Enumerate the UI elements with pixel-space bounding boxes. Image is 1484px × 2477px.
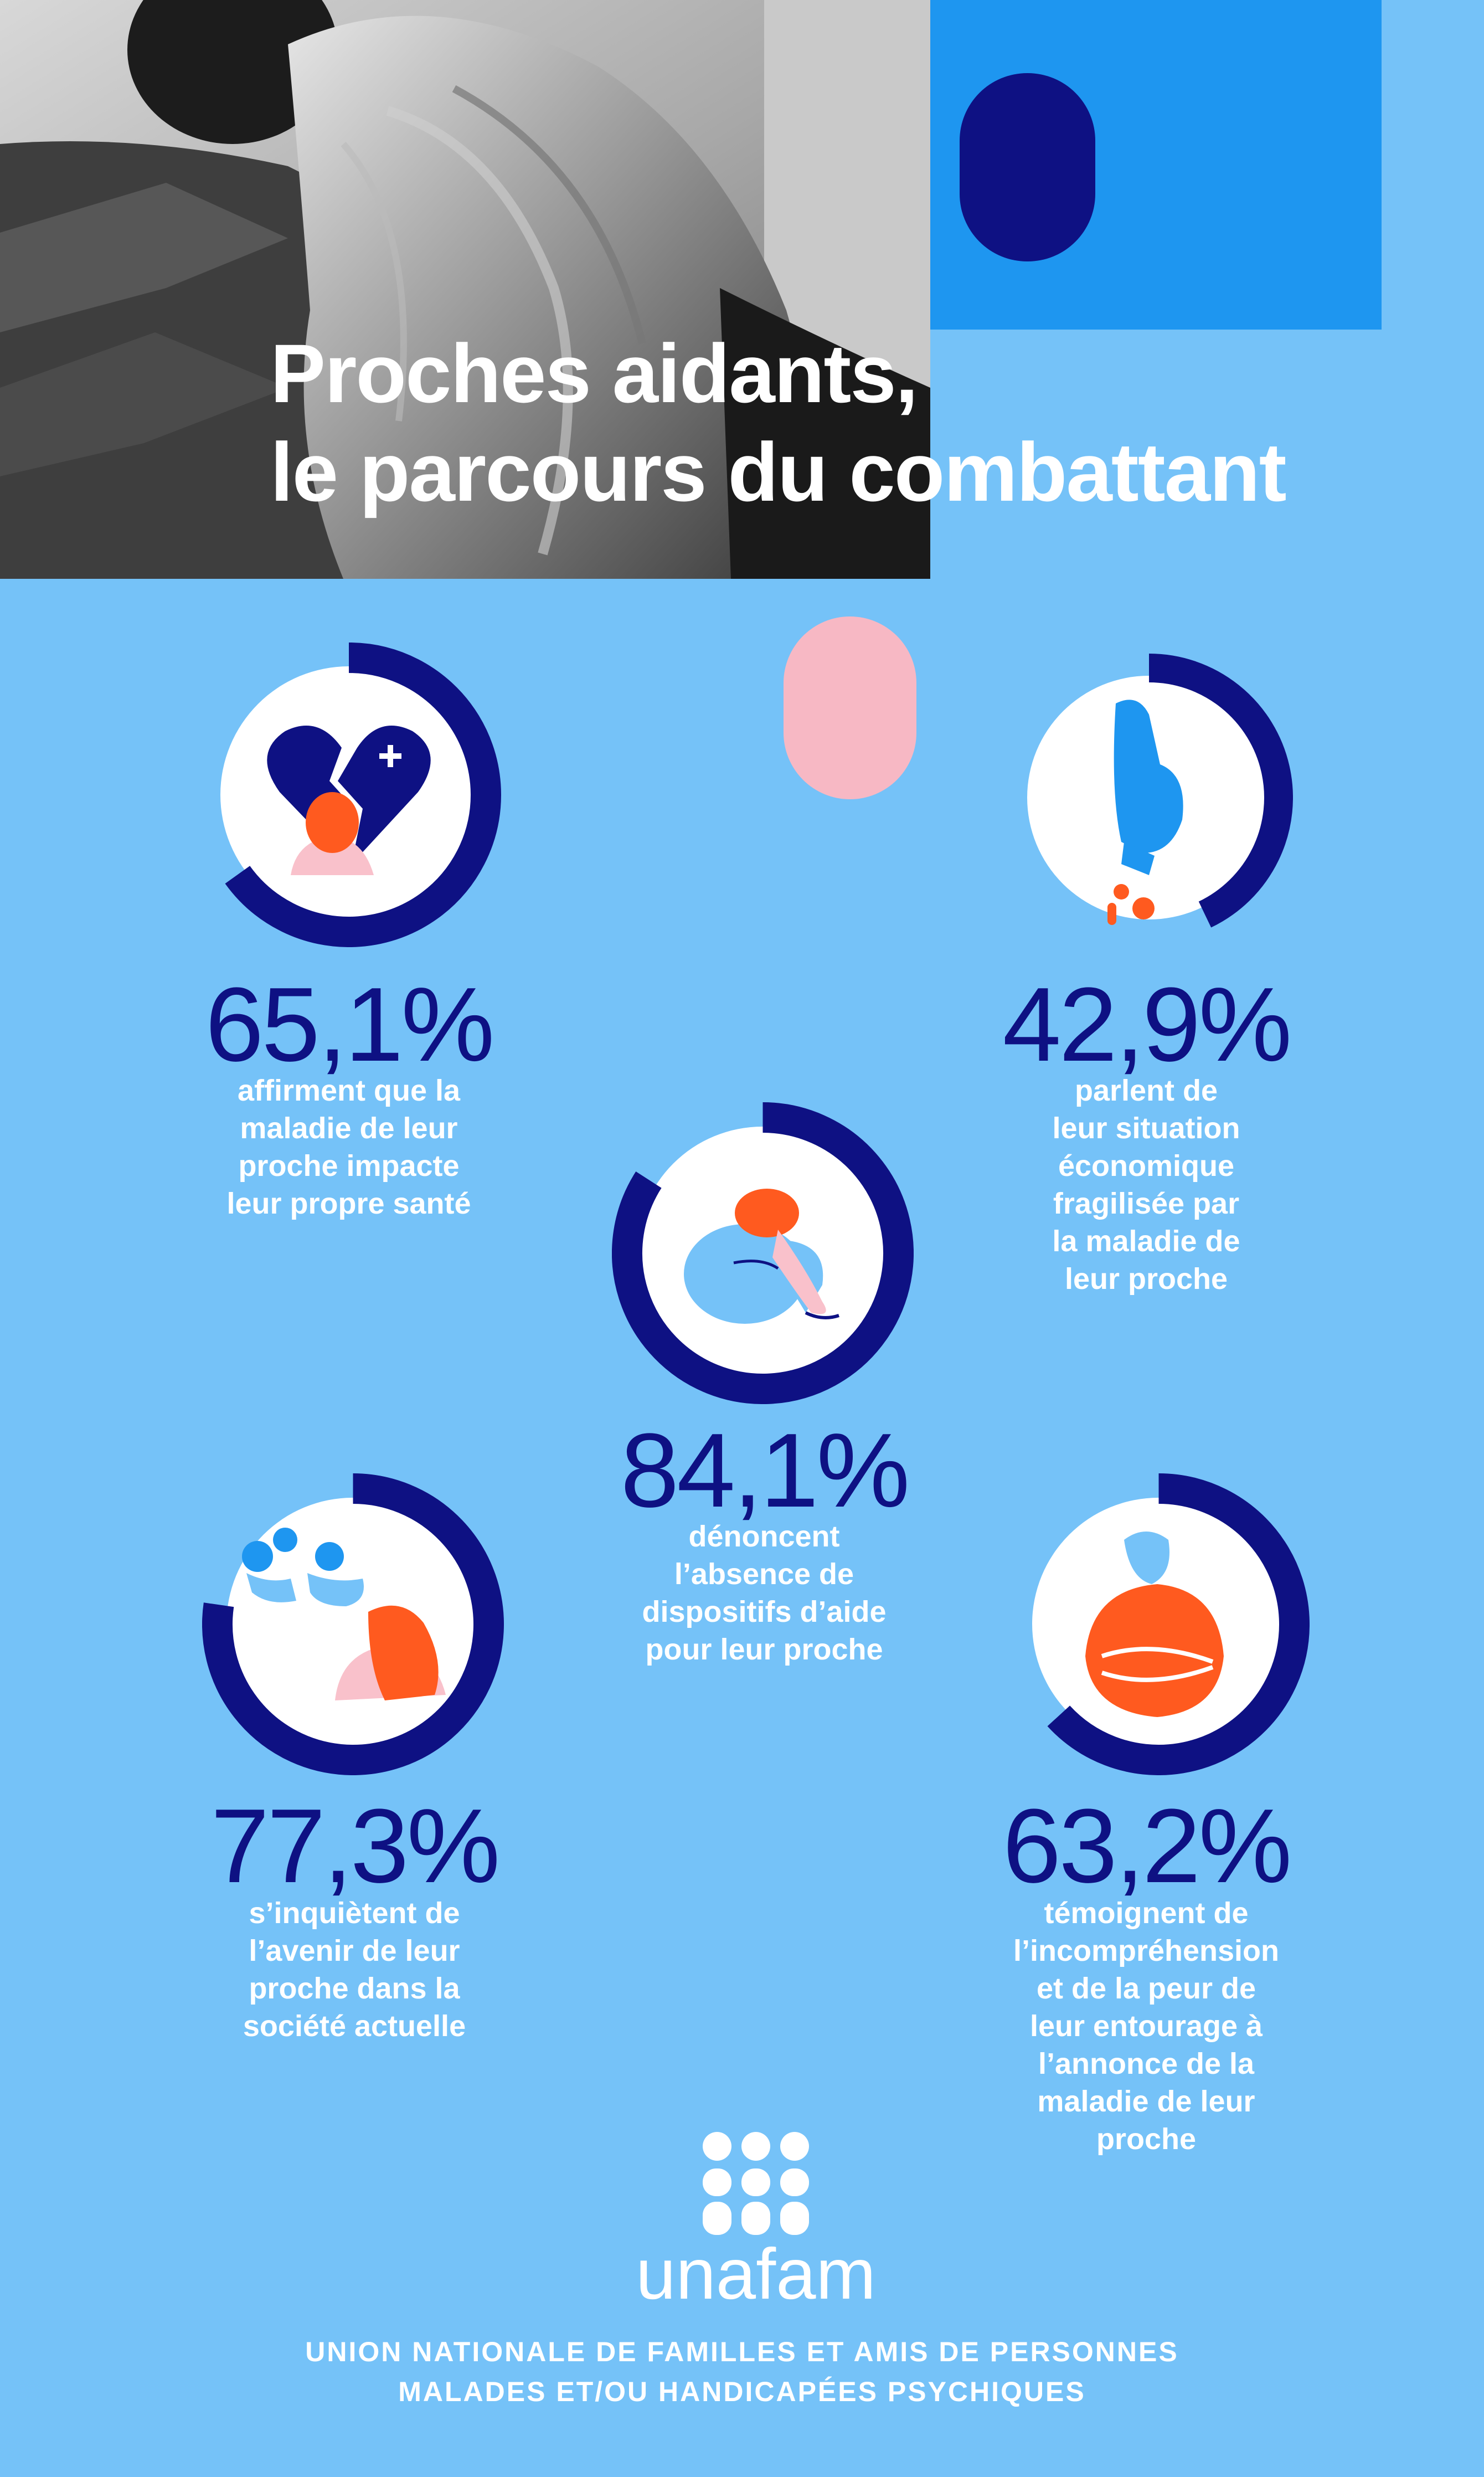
title-line: Proches aidants, xyxy=(270,327,918,420)
hero-photo xyxy=(0,0,930,579)
caption-line: leur propre santé xyxy=(226,1187,471,1220)
decorative-pink-pill xyxy=(784,616,916,799)
stat-value: 63,2% xyxy=(1002,1787,1292,1905)
caption-line: proche xyxy=(1096,2123,1197,2156)
stat-ring-misunderstanding xyxy=(1032,1473,1310,1775)
worried-woman-icon xyxy=(242,1528,446,1700)
stat-caption: parlent de leur situation économique fra… xyxy=(975,1072,1318,1298)
caption-line: la maladie de xyxy=(1052,1225,1240,1258)
caption-line: fragilisée par xyxy=(1053,1187,1240,1220)
unafam-logo: unafam xyxy=(636,2132,876,2312)
progress-ring-arc xyxy=(1148,654,1293,928)
stat-value: 65,1% xyxy=(205,966,495,1083)
progress-ring-arc xyxy=(1047,1473,1310,1775)
stat-caption: affirment que la maladie de leur proche … xyxy=(183,1072,515,1222)
stat-value: 77,3% xyxy=(210,1787,501,1905)
progress-ring-arc xyxy=(225,643,501,947)
caption-line: parlent de xyxy=(1074,1074,1218,1107)
caption-line: pour leur proche xyxy=(645,1633,883,1666)
caption-line: proche impacte xyxy=(238,1149,460,1183)
caption-line: affirment que la xyxy=(237,1074,461,1107)
stat-caption: s’inquiètent de l’avenir de leur proche … xyxy=(183,1894,526,2045)
caption-line: économique xyxy=(1058,1149,1235,1183)
broken-heart-icon xyxy=(267,726,431,875)
caption-line: leur proche xyxy=(1064,1262,1228,1296)
title-line: le parcours du combattant xyxy=(270,425,1287,518)
caption-line: maladie de leur xyxy=(1037,2085,1255,2118)
caption-line: s’inquiètent de xyxy=(249,1897,460,1930)
sad-person-hugging-knees-icon xyxy=(684,1189,839,1324)
caption-line: l’incompréhension xyxy=(1013,1934,1280,1967)
caption-line: société actuelle xyxy=(243,2010,466,2043)
caption-line: dispositifs d’aide xyxy=(642,1595,887,1628)
caption-line: leur entourage à xyxy=(1029,2010,1263,2043)
unafam-figures-icon xyxy=(703,2132,809,2235)
caption-line: l’absence de xyxy=(674,1558,854,1591)
decorative-navy-pill xyxy=(960,73,1095,261)
organization-name: UNION NATIONALE DE FAMILLES ET AMIS DE P… xyxy=(188,2332,1296,2412)
caption-line: l’avenir de leur xyxy=(249,1934,460,1967)
person-crossed-arms-icon xyxy=(1085,1532,1224,1717)
org-line: UNION NATIONALE DE FAMILLES ET AMIS DE P… xyxy=(305,2336,1179,2367)
caption-line: maladie de leur xyxy=(240,1112,458,1145)
progress-ring-arc xyxy=(612,1102,914,1404)
stat-ring-future xyxy=(202,1473,504,1775)
stat-ring-health xyxy=(220,643,501,947)
logo-wordmark: unafam xyxy=(636,2233,876,2312)
caption-line: l’annonce de la xyxy=(1038,2047,1255,2080)
caption-line: et de la peur de xyxy=(1036,1972,1256,2005)
progress-ring-arc xyxy=(202,1473,504,1775)
stat-value: 42,9% xyxy=(1002,966,1292,1083)
caption-line: dénoncent xyxy=(688,1520,840,1553)
stat-caption: témoignent de l’incompréhension et de la… xyxy=(963,1894,1329,2158)
couple-embrace-photo xyxy=(0,0,930,579)
stat-ring-economic xyxy=(1027,654,1293,928)
caption-line: proche dans la xyxy=(249,1972,460,2005)
org-line: MALADES ET/OU HANDICAPÉES PSYCHIQUES xyxy=(398,2376,1086,2407)
page-title: Proches aidants, le parcours du combatta… xyxy=(270,324,1433,521)
stat-caption: dénoncent l’absence de dispositifs d’aid… xyxy=(570,1518,958,1668)
stat-ring-support xyxy=(612,1102,914,1404)
stat-value: 84,1% xyxy=(620,1412,910,1529)
caption-line: témoignent de xyxy=(1044,1897,1249,1930)
caption-line: leur situation xyxy=(1052,1112,1240,1145)
hand-dropping-coins-icon xyxy=(1107,700,1183,925)
